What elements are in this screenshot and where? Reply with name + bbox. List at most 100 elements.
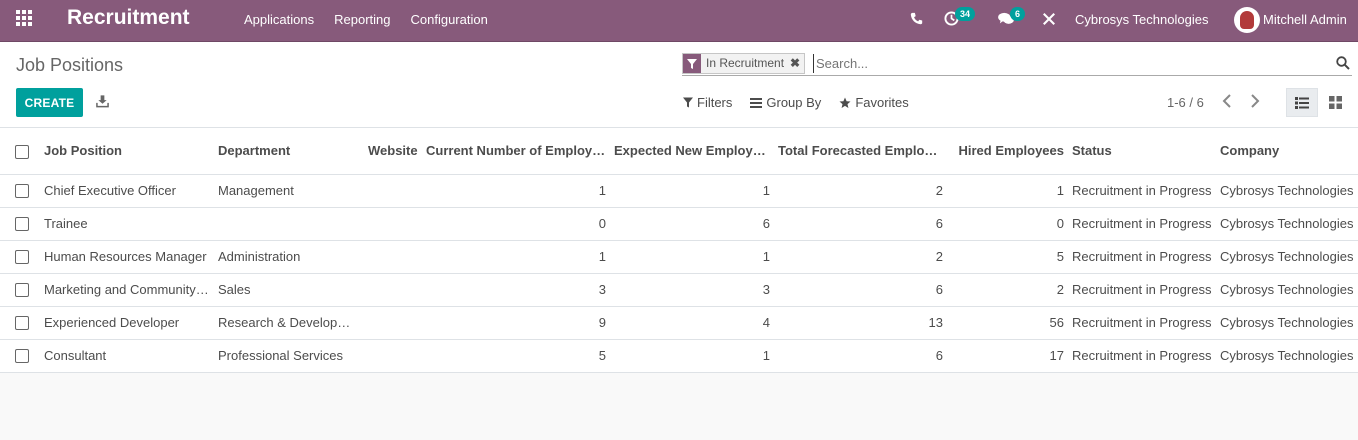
search-options: Filters Group By Favorites [683,95,909,110]
cell-total-forecasted: 6 [935,216,943,231]
cell-current-employees: 1 [598,183,606,198]
menu-item-configuration[interactable]: Configuration [410,12,488,27]
list-view-icon [1295,96,1309,109]
select-all-checkbox-cell [0,128,40,174]
cell-department: Administration [218,249,301,264]
row-checkbox-cell [0,174,40,207]
cell-current-employees: 5 [598,348,606,363]
cell-job-position: Marketing and Community Manager [44,282,214,297]
row-checkbox[interactable] [15,316,29,331]
column-header-department[interactable]: Department [214,128,364,174]
apps-menu-icon[interactable] [16,10,34,28]
table-row[interactable]: Consultant Professional Services 5 1 6 1… [0,339,1358,372]
cell-hired-employees: 1 [1056,183,1064,198]
cell-website [364,339,422,372]
cell-total-forecasted: 2 [935,249,943,264]
cell-total-forecasted: 13 [928,315,943,330]
cell-company: Cybrosys Technologies [1220,348,1354,363]
kanban-view-button[interactable] [1320,88,1350,117]
top-navbar: Recruitment Applications Reporting Confi… [0,0,1358,42]
cell-expected-new-employees: 3 [762,282,770,297]
list-view-button[interactable] [1286,88,1318,117]
row-checkbox[interactable] [15,217,29,232]
column-header-current-employees[interactable]: Current Number of Employees [422,128,610,174]
cell-hired-employees: 17 [1049,348,1064,363]
cell-company: Cybrosys Technologies [1220,282,1354,297]
cell-total-forecasted: 2 [935,183,943,198]
search-input[interactable] [813,54,1313,73]
cell-department: Management [218,183,294,198]
row-checkbox-cell [0,240,40,273]
cell-company: Cybrosys Technologies [1220,216,1354,231]
cell-job-position: Human Resources Manager [44,249,207,264]
select-all-checkbox[interactable] [15,144,29,159]
row-checkbox[interactable] [15,349,29,364]
cell-company: Cybrosys Technologies [1220,249,1354,264]
activity-count-badge: 34 [955,7,976,21]
cell-department [214,207,364,240]
pager-value[interactable]: 1-6 / 6 [1167,95,1204,110]
row-checkbox-cell [0,273,40,306]
job-positions-table: Job Position Department Website Current … [0,128,1358,373]
favorites-button[interactable]: Favorites [839,95,909,110]
column-header-website[interactable]: Website [364,128,422,174]
row-checkbox[interactable] [15,283,29,298]
row-checkbox-cell [0,306,40,339]
table-row[interactable]: Human Resources Manager Administration 1… [0,240,1358,273]
column-header-expected-new-employees[interactable]: Expected New Employees [610,128,774,174]
cell-website [364,240,422,273]
menu-item-applications[interactable]: Applications [244,12,315,27]
column-header-total-forecasted[interactable]: Total Forecasted Employees [774,128,947,174]
row-checkbox-cell [0,339,40,372]
cell-expected-new-employees: 6 [762,216,770,231]
row-checkbox[interactable] [15,250,29,265]
cell-status: Recruitment in Progress [1072,183,1212,198]
remove-facet-icon[interactable]: ✖ [790,56,801,70]
filter-facet-icon [683,54,701,73]
filter-icon [683,97,693,108]
debug-tools-icon[interactable] [1042,12,1056,26]
cell-job-position: Consultant [44,348,107,363]
cell-website [364,306,422,339]
cell-hired-employees: 56 [1049,315,1064,330]
cell-current-employees: 9 [598,315,606,330]
cell-job-position: Trainee [44,216,88,231]
control-panel: Job Positions CREATE In Recruitment ✖ Fi… [0,42,1358,128]
pager-next-icon[interactable] [1250,94,1260,108]
column-header-job-position[interactable]: Job Position [40,128,214,174]
cell-status: Recruitment in Progress [1072,315,1212,330]
create-button[interactable]: CREATE [16,88,83,117]
column-header-hired-employees[interactable]: Hired Employees [947,128,1068,174]
filters-button[interactable]: Filters [683,95,732,110]
column-header-status[interactable]: Status [1068,128,1216,174]
cell-website [364,273,422,306]
phone-icon[interactable] [910,12,923,25]
download-icon[interactable] [96,94,109,108]
search-icon[interactable] [1336,56,1350,70]
cell-hired-employees: 5 [1056,249,1064,264]
groupby-button[interactable]: Group By [750,95,821,110]
table-row[interactable]: Chief Executive Officer Management 1 1 2… [0,174,1358,207]
user-menu[interactable]: Mitchell Admin [1263,12,1347,27]
table-row[interactable]: Experienced Developer Research & Develop… [0,306,1358,339]
cell-status: Recruitment in Progress [1072,348,1212,363]
favorites-label: Favorites [855,95,909,110]
table-row[interactable]: Trainee 0 6 6 0 Recruitment in Progress … [0,207,1358,240]
pager-previous-icon[interactable] [1222,94,1232,108]
table-row[interactable]: Marketing and Community Manager Sales 3 … [0,273,1358,306]
column-header-company[interactable]: Company [1216,128,1358,174]
cell-expected-new-employees: 4 [762,315,770,330]
cell-company: Cybrosys Technologies [1220,183,1354,198]
app-title[interactable]: Recruitment [67,6,190,29]
row-checkbox[interactable] [15,184,29,199]
cell-current-employees: 0 [598,216,606,231]
breadcrumb: Job Positions [16,55,124,75]
cell-job-position: Experienced Developer [44,315,180,330]
star-icon [839,97,851,108]
cell-job-position: Chief Executive Officer [44,183,176,198]
search-facet[interactable]: In Recruitment ✖ [682,53,806,74]
cell-website [364,174,422,207]
company-switcher[interactable]: Cybrosys Technologies [1075,12,1209,27]
menu-item-reporting[interactable]: Reporting [334,12,391,27]
user-avatar[interactable] [1234,7,1260,33]
